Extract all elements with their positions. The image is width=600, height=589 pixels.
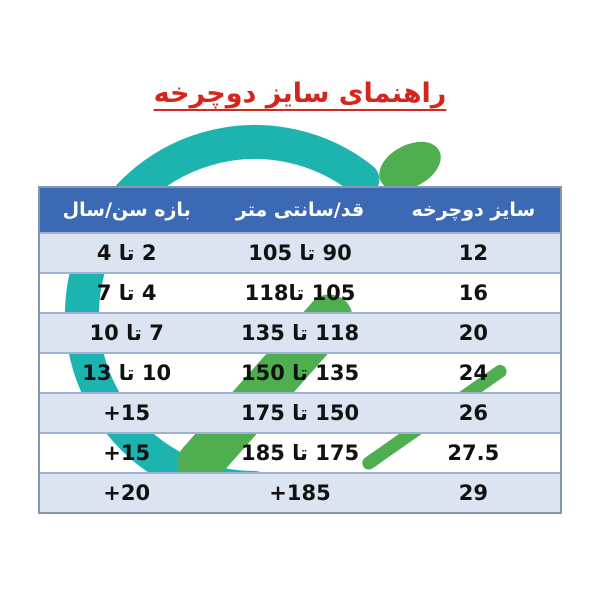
table-row: 12 90 تا 105 2 تا 4 (40, 232, 560, 272)
table-row: 26 150 تا 175 +15 (40, 392, 560, 432)
height-cell: 175 تا 185 (240, 441, 360, 465)
height-cell: +185 (269, 481, 331, 505)
age-cell: 7 تا 10 (89, 321, 164, 345)
table-row: 27.5 175 تا 185 +15 (40, 432, 560, 472)
size-cell: 26 (458, 401, 488, 425)
header-height-cm: قد/سانتی متر (235, 199, 365, 221)
size-cell: 12 (458, 241, 488, 265)
age-cell: 2 تا 4 (96, 241, 157, 265)
age-cell: +20 (103, 481, 151, 505)
logo-leaf-icon (379, 141, 441, 191)
age-cell: 10 تا 13 (82, 361, 172, 385)
age-cell: +15 (103, 441, 151, 465)
size-cell: 20 (458, 321, 488, 345)
height-cell: 150 تا 175 (240, 401, 360, 425)
size-cell: 16 (458, 281, 488, 305)
height-cell: 105 تا118 (244, 281, 356, 305)
age-cell: +15 (103, 401, 151, 425)
size-cell: 27.5 (447, 441, 500, 465)
table-row: 16 105 تا118 4 تا 7 (40, 272, 560, 312)
table-header-row: سایز دوچرخه قد/سانتی متر بازه سن/سال (40, 188, 560, 232)
table-row: 20 118 تا 135 7 تا 10 (40, 312, 560, 352)
page-title: راهنمای سایز دوچرخه (153, 78, 447, 109)
age-cell: 4 تا 7 (96, 281, 157, 305)
header-age-range: بازه سن/سال (62, 199, 191, 221)
table-row: 24 135 تا 150 10 تا 13 (40, 352, 560, 392)
table-row: 29 +185 +20 (40, 472, 560, 512)
header-bike-size: سایز دوچرخه (411, 199, 536, 221)
height-cell: 118 تا 135 (240, 321, 360, 345)
height-cell: 90 تا 105 (248, 241, 352, 265)
size-cell: 24 (458, 361, 488, 385)
height-cell: 135 تا 150 (240, 361, 360, 385)
size-cell: 29 (458, 481, 488, 505)
size-guide-table: سایز دوچرخه قد/سانتی متر بازه سن/سال 12 … (38, 186, 562, 514)
